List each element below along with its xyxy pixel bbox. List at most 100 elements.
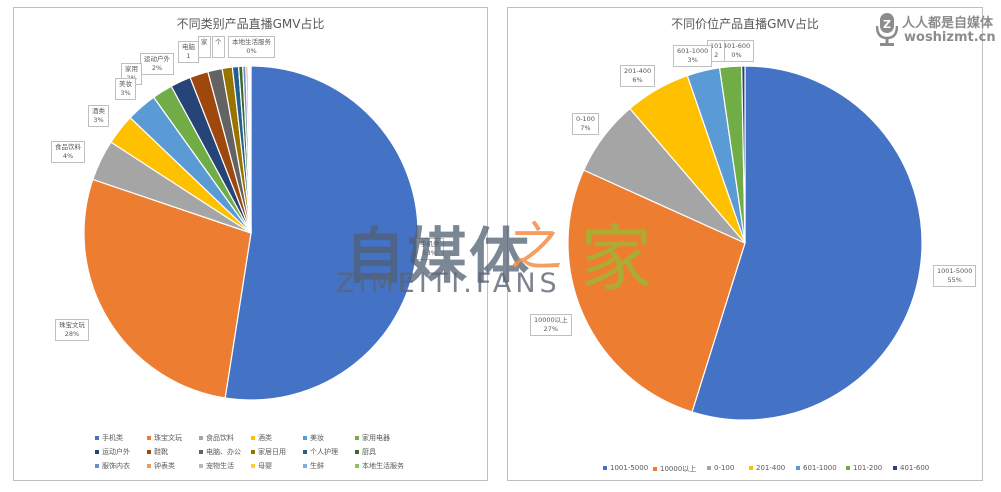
legend-item: 家用电器 bbox=[355, 433, 390, 443]
legend-item: 401-600 bbox=[893, 464, 929, 472]
legend-swatch bbox=[303, 436, 307, 440]
price-gmv-chart: 不同价位产品直播GMV占比 401-600 0% 101 2 601-1000 3% … bbox=[507, 7, 983, 481]
legend-swatch bbox=[846, 466, 850, 470]
legend-item: 个人护理 bbox=[303, 447, 338, 457]
legend-label: 厨具 bbox=[362, 448, 376, 456]
legend-label: 珠宝文玩 bbox=[154, 434, 182, 442]
legend-label: 10000以上 bbox=[660, 465, 697, 473]
legend-label: 美妆 bbox=[310, 434, 324, 442]
legend-item: 手机类 bbox=[95, 433, 123, 443]
legend-swatch bbox=[199, 464, 203, 468]
legend-swatch bbox=[749, 466, 753, 470]
pie-slice bbox=[249, 65, 252, 234]
category-pie bbox=[83, 65, 419, 401]
legend-label: 家居日用 bbox=[258, 448, 286, 456]
legend-swatch bbox=[199, 450, 203, 454]
legend-label: 食品饮料 bbox=[206, 434, 234, 442]
legend-label: 101-200 bbox=[853, 464, 883, 472]
legend-item: 服饰内衣 bbox=[95, 461, 130, 471]
legend-swatch bbox=[251, 436, 255, 440]
data-label-computer: 电脑 1 bbox=[178, 41, 199, 63]
legend-swatch bbox=[893, 466, 897, 470]
category-gmv-chart: 不同类别产品直播GMV占比 本地生活服务 0% 个 家 电脑 1 运动户外 2% 家用… bbox=[13, 7, 488, 481]
legend-label: 家用电器 bbox=[362, 434, 390, 442]
legend-swatch bbox=[653, 467, 657, 471]
data-label-jewelry: 珠宝文玩 28% bbox=[55, 319, 89, 341]
legend-label: 运动户外 bbox=[102, 448, 130, 456]
legend-item: 电脑、办公 bbox=[199, 447, 241, 457]
legend-label: 酒类 bbox=[258, 434, 272, 442]
data-label-food: 食品饮料 4% bbox=[51, 141, 85, 163]
legend-swatch bbox=[147, 436, 151, 440]
legend-swatch bbox=[147, 464, 151, 468]
legend-swatch bbox=[303, 464, 307, 468]
legend-label: 钟表类 bbox=[154, 462, 175, 470]
logo-text-url: woshizmt.cn bbox=[904, 30, 996, 45]
chart-title: 不同价位产品直播GMV占比 bbox=[671, 17, 819, 31]
legend-label: 母婴 bbox=[258, 462, 272, 470]
legend-item: 生鲜 bbox=[303, 461, 324, 471]
legend-swatch bbox=[603, 466, 607, 470]
legend-item: 美妆 bbox=[303, 433, 324, 443]
legend-label: 宠物生活 bbox=[206, 462, 234, 470]
legend-item: 母婴 bbox=[251, 461, 272, 471]
legend-item: 10000以上 bbox=[653, 464, 696, 474]
category-legend: 手机类 珠宝文玩 食品饮料 酒类 美妆 家用电器运动户外 鞋靴 电脑、办公 家居日用 个人护理 厨具… bbox=[95, 433, 425, 478]
data-label-beauty: 美妆 3% bbox=[115, 78, 136, 100]
legend-item: 酒类 bbox=[251, 433, 272, 443]
price-legend: 1001-5000 10000以上 0-100 201-400 601-1000 101-… bbox=[603, 464, 929, 476]
legend-swatch bbox=[95, 464, 99, 468]
microphone-icon: Z bbox=[876, 13, 898, 46]
data-label-1001-5000: 1001-5000 55% bbox=[933, 265, 977, 287]
legend-swatch bbox=[355, 450, 359, 454]
svg-text:Z: Z bbox=[883, 18, 891, 31]
legend-item: 珠宝文玩 bbox=[147, 433, 182, 443]
legend-item: 宠物生活 bbox=[199, 461, 234, 471]
legend-swatch bbox=[707, 466, 711, 470]
data-label-601-1000: 601-1000 3% bbox=[673, 45, 713, 67]
site-logo: Z 人人都是自媒体 woshizmt.cn bbox=[876, 10, 1001, 50]
data-label-201-400: 201-400 6% bbox=[620, 65, 656, 87]
legend-item: 101-200 bbox=[846, 464, 882, 472]
legend-label: 鞋靴 bbox=[154, 448, 168, 456]
legend-item: 钟表类 bbox=[147, 461, 175, 471]
legend-label: 服饰内衣 bbox=[102, 462, 130, 470]
data-label-10000-plus: 10000以上 27% bbox=[530, 314, 572, 336]
legend-item: 厨具 bbox=[355, 447, 376, 457]
legend-item: 201-400 bbox=[749, 464, 785, 472]
pie-slice bbox=[741, 65, 746, 244]
legend-label: 个人护理 bbox=[310, 448, 338, 456]
price-pie bbox=[567, 65, 923, 421]
legend-swatch bbox=[303, 450, 307, 454]
legend-item: 家居日用 bbox=[251, 447, 286, 457]
data-label-liquor: 酒类 3% bbox=[88, 105, 109, 127]
legend-label: 601-1000 bbox=[803, 464, 837, 472]
legend-label: 1001-5000 bbox=[610, 464, 649, 472]
legend-label: 201-400 bbox=[756, 464, 786, 472]
legend-item: 0-100 bbox=[707, 464, 734, 472]
legend-swatch bbox=[251, 464, 255, 468]
pie-slice bbox=[567, 169, 746, 413]
data-label-0-100: 0-100 7% bbox=[572, 113, 599, 135]
legend-swatch bbox=[796, 466, 800, 470]
logo-text-cn: 人人都是自媒体 bbox=[902, 16, 994, 31]
pie-slice bbox=[224, 65, 419, 401]
legend-swatch bbox=[251, 450, 255, 454]
data-label-sports: 运动户外 2% bbox=[140, 53, 174, 75]
legend-label: 电脑、办公 bbox=[206, 448, 241, 456]
legend-swatch bbox=[147, 450, 151, 454]
data-label-phone: 手机类 53% bbox=[416, 238, 444, 260]
pie-slice bbox=[83, 178, 252, 399]
pie-slice bbox=[691, 65, 923, 421]
legend-item: 鞋靴 bbox=[147, 447, 168, 457]
legend-item: 本地生活服务 bbox=[355, 461, 404, 471]
legend-item: 601-1000 bbox=[796, 464, 837, 472]
legend-swatch bbox=[355, 436, 359, 440]
legend-swatch bbox=[95, 450, 99, 454]
chart-title: 不同类别产品直播GMV占比 bbox=[176, 17, 325, 31]
legend-item: 1001-5000 bbox=[603, 464, 648, 472]
legend-swatch bbox=[95, 436, 99, 440]
legend-label: 生鲜 bbox=[310, 462, 324, 470]
data-label-local-service: 本地生活服务 0% bbox=[228, 36, 275, 58]
legend-label: 0-100 bbox=[714, 464, 735, 472]
